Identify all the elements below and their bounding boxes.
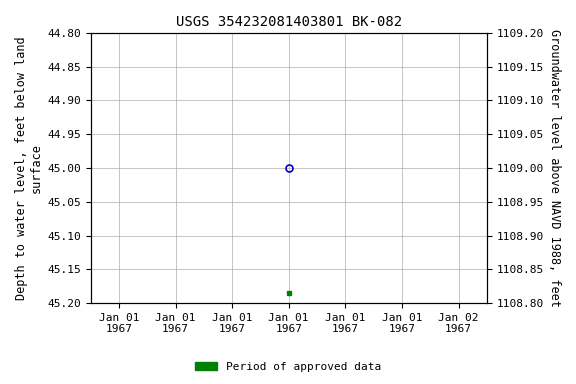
Title: USGS 354232081403801 BK-082: USGS 354232081403801 BK-082 bbox=[176, 15, 402, 29]
Legend: Period of approved data: Period of approved data bbox=[191, 358, 385, 377]
Y-axis label: Groundwater level above NAVD 1988, feet: Groundwater level above NAVD 1988, feet bbox=[548, 29, 561, 307]
Y-axis label: Depth to water level, feet below land
surface: Depth to water level, feet below land su… bbox=[15, 36, 43, 300]
